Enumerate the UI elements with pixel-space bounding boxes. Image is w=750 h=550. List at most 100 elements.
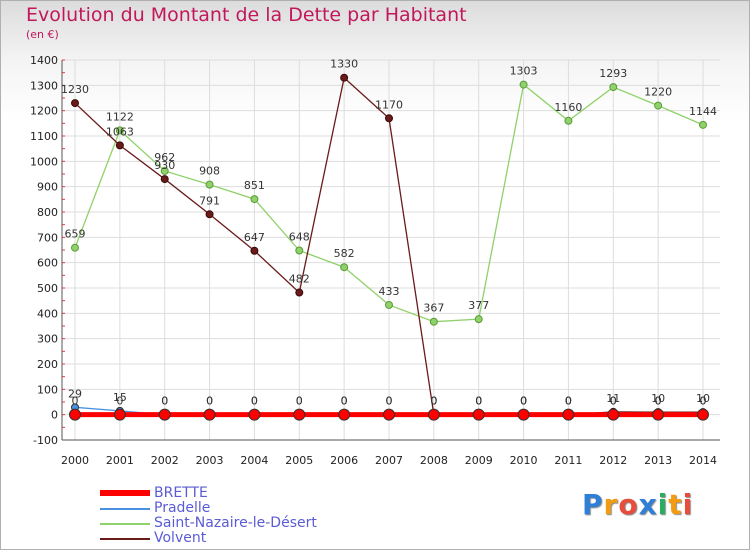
x-tick-label: 2006 (330, 454, 358, 467)
data-point-brette (697, 408, 709, 421)
data-label-pradelle: 0 (475, 395, 482, 408)
data-point-saint-nazaire-le-desert (250, 195, 259, 204)
data-label-pradelle: 0 (161, 395, 168, 408)
data-label-saint-nazaire-le-desert: 659 (65, 228, 86, 241)
data-label-saint-nazaire-le-desert: 1220 (644, 86, 672, 99)
chart-unit: (en €) (26, 28, 59, 41)
y-tick-label: 300 (37, 333, 58, 346)
data-point-brette (383, 408, 395, 421)
data-label-pradelle: 0 (386, 395, 393, 408)
data-point-brette (293, 408, 306, 421)
data-point-saint-nazaire-le-desert (474, 315, 483, 324)
y-tick-label: 600 (37, 257, 58, 270)
data-label-volvent: 482 (289, 273, 310, 286)
x-tick-label: 2002 (151, 454, 179, 467)
data-label-brette: 0 (116, 395, 123, 408)
x-tick-label: 2008 (420, 454, 448, 467)
data-label-saint-nazaire-le-desert: 582 (334, 247, 355, 260)
data-label-pradelle: 0 (700, 395, 707, 408)
legend-label: BRETTE (154, 485, 208, 501)
legend-swatch (100, 508, 150, 510)
logo-letter: x (638, 488, 658, 521)
x-tick-label: 2009 (465, 454, 493, 467)
data-point-volvent (250, 246, 259, 255)
data-point-volvent (160, 175, 169, 184)
data-label-brette: 0 (72, 395, 79, 408)
x-tick-label: 2001 (106, 454, 134, 467)
data-label-brette: 0 (565, 395, 572, 408)
data-label-pradelle: 29 (68, 387, 82, 400)
data-point-saint-nazaire-le-desert (429, 317, 438, 326)
data-label-pradelle: 0 (430, 395, 437, 408)
data-label-saint-nazaire-le-desert: 908 (199, 165, 220, 178)
data-point-saint-nazaire-le-desert (564, 116, 573, 125)
data-point-brette (472, 408, 485, 421)
data-point-volvent (205, 210, 214, 219)
data-point-brette (113, 408, 126, 421)
data-point-saint-nazaire-le-desert (340, 263, 349, 272)
data-label-pradelle: 0 (610, 395, 617, 408)
logo-letter: i (682, 488, 694, 521)
y-tick-label: 0 (51, 409, 58, 422)
y-tick-label: 200 (37, 358, 58, 371)
data-point-volvent (385, 114, 393, 123)
data-label-pradelle: 0 (565, 395, 572, 408)
data-label-brette: 0 (206, 395, 213, 408)
x-tick-label: 2003 (196, 454, 224, 467)
x-tick-label: 2011 (554, 454, 582, 467)
y-tick-label: -100 (33, 434, 58, 447)
y-tick-label: 700 (37, 231, 58, 244)
x-tick-label: 2005 (285, 454, 313, 467)
data-label-volvent: 11 (606, 392, 620, 405)
data-label-brette: 0 (475, 395, 482, 408)
data-point-brette (607, 408, 620, 421)
data-label-brette: 0 (296, 395, 303, 408)
data-point-saint-nazaire-le-desert (519, 80, 528, 89)
data-point-brette (248, 408, 261, 421)
data-label-saint-nazaire-le-desert: 851 (244, 179, 265, 192)
data-label-pradelle: 0 (655, 395, 662, 408)
data-label-pradelle: 0 (206, 395, 213, 408)
data-label-saint-nazaire-le-desert: 1293 (599, 67, 627, 80)
x-tick-label: 2004 (240, 454, 268, 467)
data-label-saint-nazaire-le-desert: 648 (289, 231, 310, 244)
data-label-pradelle: 0 (296, 395, 303, 408)
data-point-brette (562, 408, 575, 421)
data-label-volvent: 0 (520, 395, 527, 408)
data-label-saint-nazaire-le-desert: 1122 (106, 110, 134, 123)
data-point-brette (203, 408, 216, 421)
logo-letter: r (603, 488, 619, 521)
data-point-saint-nazaire-le-desert (385, 300, 393, 309)
data-point-brette (338, 408, 351, 421)
data-label-saint-nazaire-le-desert: 1303 (510, 65, 538, 78)
data-label-brette: 0 (700, 395, 707, 408)
logo-letter: o (618, 488, 639, 521)
data-label-volvent: 930 (154, 159, 175, 172)
x-tick-label: 2013 (644, 454, 672, 467)
data-label-volvent: 0 (430, 395, 437, 408)
y-tick-label: 1300 (30, 79, 58, 92)
logo-letter: i (657, 488, 669, 521)
data-point-volvent (71, 99, 79, 108)
data-label-brette: 0 (610, 395, 617, 408)
y-tick-label: 1200 (30, 105, 58, 118)
y-tick-label: 500 (37, 282, 58, 295)
data-label-saint-nazaire-le-desert: 1160 (554, 101, 582, 114)
data-point-saint-nazaire-le-desert (609, 83, 618, 92)
y-tick-label: 400 (37, 307, 58, 320)
data-label-pradelle: 15 (113, 391, 127, 404)
data-label-brette: 0 (430, 395, 437, 408)
y-tick-label: 1000 (30, 155, 58, 168)
chart-title: Evolution du Montant de la Dette par Hab… (26, 4, 467, 26)
legend-label: Pradelle (154, 500, 211, 516)
legend-swatch (100, 523, 150, 525)
y-tick-label: 900 (37, 181, 58, 194)
y-tick-label: 1400 (30, 54, 58, 67)
data-label-volvent: 1170 (375, 98, 403, 111)
legend-label: Volvent (154, 530, 207, 546)
data-label-saint-nazaire-le-desert: 377 (468, 299, 489, 312)
data-label-brette: 0 (386, 395, 393, 408)
data-label-saint-nazaire-le-desert: 1144 (689, 105, 717, 118)
x-tick-label: 2000 (61, 454, 89, 467)
